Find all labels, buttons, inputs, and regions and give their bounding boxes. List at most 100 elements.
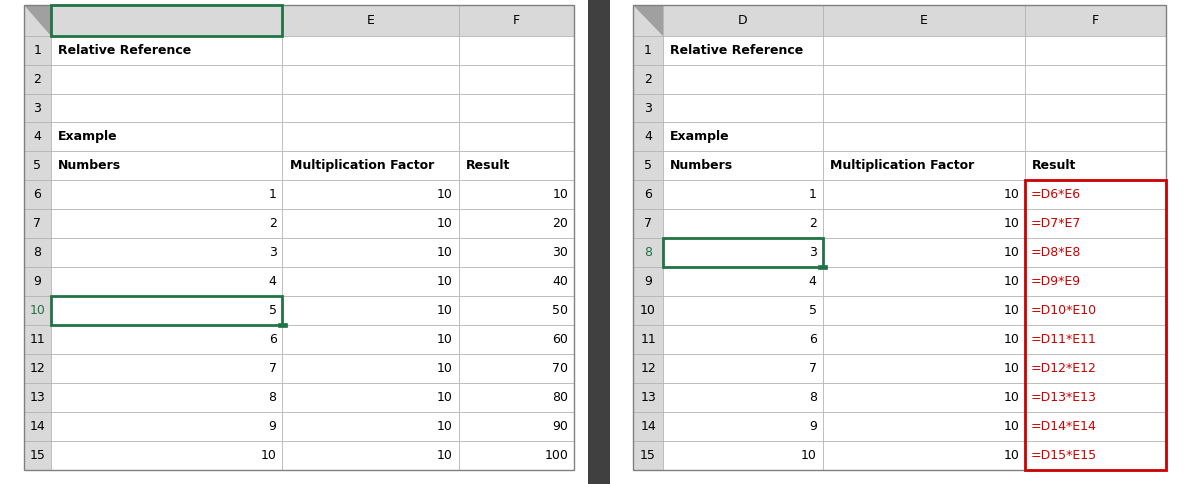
Bar bbox=[663, 238, 823, 267]
Bar bbox=[633, 441, 663, 469]
Polygon shape bbox=[633, 5, 663, 36]
Text: 4: 4 bbox=[809, 275, 817, 288]
Bar bbox=[1025, 64, 1166, 93]
Bar bbox=[1025, 181, 1166, 209]
Text: 10: 10 bbox=[437, 246, 452, 259]
Text: 12: 12 bbox=[641, 362, 656, 375]
Bar bbox=[633, 209, 663, 238]
Text: 10: 10 bbox=[1003, 333, 1019, 346]
Text: 8: 8 bbox=[644, 246, 652, 259]
Text: Result: Result bbox=[1032, 159, 1076, 172]
Bar bbox=[51, 93, 283, 122]
Polygon shape bbox=[24, 5, 51, 36]
Bar bbox=[283, 93, 458, 122]
Bar bbox=[51, 36, 283, 64]
Bar bbox=[24, 354, 51, 383]
Bar bbox=[823, 325, 1025, 354]
Bar bbox=[823, 151, 1025, 181]
Bar bbox=[51, 296, 283, 325]
Text: D: D bbox=[162, 14, 172, 27]
Bar bbox=[458, 5, 574, 36]
Bar bbox=[633, 181, 663, 209]
Bar bbox=[823, 122, 1025, 151]
Bar bbox=[458, 441, 574, 469]
Bar bbox=[24, 36, 51, 64]
Bar bbox=[51, 181, 283, 209]
Bar bbox=[283, 296, 458, 325]
Bar bbox=[633, 354, 663, 383]
Bar bbox=[51, 441, 283, 469]
Text: 10: 10 bbox=[1003, 420, 1019, 433]
Bar bbox=[458, 64, 574, 93]
Bar bbox=[283, 5, 458, 36]
Text: 11: 11 bbox=[30, 333, 45, 346]
Text: 10: 10 bbox=[1003, 275, 1019, 288]
Text: Result: Result bbox=[465, 159, 510, 172]
Text: 50: 50 bbox=[552, 304, 568, 317]
Text: =D10*E10: =D10*E10 bbox=[1031, 304, 1098, 317]
Bar bbox=[1025, 122, 1166, 151]
Bar bbox=[51, 5, 283, 36]
Bar bbox=[633, 36, 663, 64]
Bar bbox=[663, 441, 823, 469]
Bar bbox=[818, 265, 826, 269]
Text: Multiplication Factor: Multiplication Factor bbox=[830, 159, 974, 172]
Bar bbox=[823, 93, 1025, 122]
Bar bbox=[588, 0, 610, 484]
Text: 7: 7 bbox=[269, 362, 277, 375]
Text: 7: 7 bbox=[33, 217, 41, 230]
Text: 12: 12 bbox=[30, 362, 45, 375]
Bar bbox=[663, 354, 823, 383]
Bar bbox=[24, 325, 51, 354]
Text: 10: 10 bbox=[641, 304, 656, 317]
Text: 3: 3 bbox=[644, 102, 652, 115]
Text: 15: 15 bbox=[30, 449, 45, 462]
Bar bbox=[1025, 93, 1166, 122]
Bar bbox=[24, 383, 51, 412]
Text: 100: 100 bbox=[545, 449, 568, 462]
Text: 6: 6 bbox=[809, 333, 817, 346]
Text: 6: 6 bbox=[269, 333, 277, 346]
Bar bbox=[51, 5, 283, 36]
Bar bbox=[1025, 209, 1166, 238]
Bar bbox=[823, 267, 1025, 296]
Text: 3: 3 bbox=[269, 246, 277, 259]
Bar bbox=[51, 209, 283, 238]
Bar bbox=[1025, 412, 1166, 441]
Bar bbox=[51, 267, 283, 296]
Text: 9: 9 bbox=[644, 275, 652, 288]
Bar bbox=[633, 267, 663, 296]
Text: 13: 13 bbox=[641, 391, 656, 404]
Text: 7: 7 bbox=[809, 362, 817, 375]
Bar bbox=[663, 36, 823, 64]
Text: 8: 8 bbox=[809, 391, 817, 404]
Bar bbox=[458, 181, 574, 209]
Bar bbox=[663, 267, 823, 296]
Bar bbox=[633, 238, 663, 267]
Text: F: F bbox=[1092, 14, 1099, 27]
Bar bbox=[823, 412, 1025, 441]
Bar bbox=[663, 238, 823, 267]
Text: Multiplication Factor: Multiplication Factor bbox=[290, 159, 433, 172]
Bar bbox=[633, 383, 663, 412]
Bar bbox=[663, 181, 823, 209]
Text: Relative Reference: Relative Reference bbox=[58, 44, 192, 57]
Bar bbox=[663, 151, 823, 181]
Bar bbox=[823, 36, 1025, 64]
Text: 10: 10 bbox=[1003, 188, 1019, 201]
Bar bbox=[1025, 383, 1166, 412]
Text: E: E bbox=[367, 14, 374, 27]
Text: 4: 4 bbox=[33, 131, 41, 143]
Bar bbox=[458, 151, 574, 181]
Text: 10: 10 bbox=[437, 449, 452, 462]
Bar bbox=[458, 325, 574, 354]
Text: =D12*E12: =D12*E12 bbox=[1031, 362, 1096, 375]
Bar bbox=[458, 122, 574, 151]
Bar bbox=[663, 5, 823, 36]
Bar bbox=[458, 267, 574, 296]
Bar bbox=[823, 441, 1025, 469]
Bar bbox=[663, 412, 823, 441]
Bar bbox=[1025, 296, 1166, 325]
Text: 5: 5 bbox=[809, 304, 817, 317]
Bar bbox=[278, 323, 287, 327]
